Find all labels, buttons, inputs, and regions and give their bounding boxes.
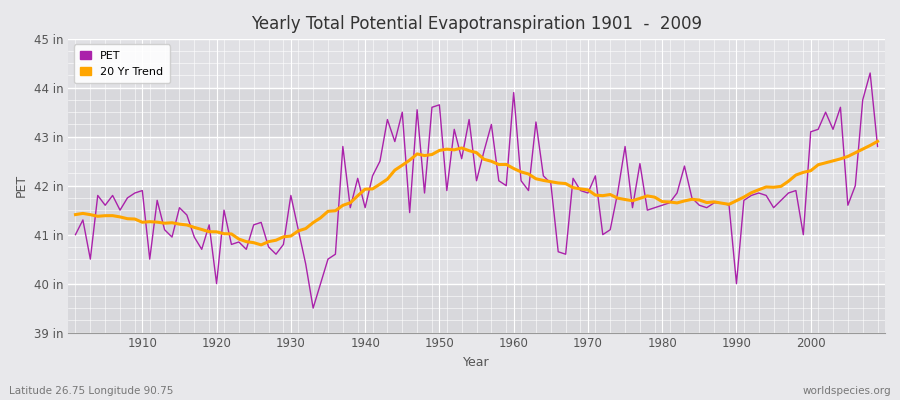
Bar xyxy=(68,235,885,284)
Bar xyxy=(68,284,885,332)
X-axis label: Year: Year xyxy=(464,356,490,369)
Legend: PET, 20 Yr Trend: PET, 20 Yr Trend xyxy=(74,44,170,83)
20 Yr Trend xyxy=(345,200,356,205)
20 Yr Trend xyxy=(516,170,526,174)
Y-axis label: PET: PET xyxy=(15,174,28,197)
Bar xyxy=(68,39,885,88)
Line: PET: PET xyxy=(76,73,878,308)
PET xyxy=(70,232,81,237)
PET xyxy=(872,144,883,149)
20 Yr Trend xyxy=(70,212,81,217)
PET xyxy=(516,178,526,183)
20 Yr Trend xyxy=(301,226,311,231)
PET xyxy=(605,227,616,232)
PET xyxy=(345,205,356,210)
20 Yr Trend xyxy=(872,139,883,144)
PET xyxy=(508,90,519,95)
PET xyxy=(292,227,303,232)
PET xyxy=(308,306,319,310)
20 Yr Trend xyxy=(130,217,140,222)
Title: Yearly Total Potential Evapotranspiration 1901  -  2009: Yearly Total Potential Evapotranspiratio… xyxy=(251,15,702,33)
Line: 20 Yr Trend: 20 Yr Trend xyxy=(76,141,878,245)
Text: worldspecies.org: worldspecies.org xyxy=(803,386,891,396)
PET xyxy=(130,190,140,195)
20 Yr Trend xyxy=(605,192,616,197)
Text: Latitude 26.75 Longitude 90.75: Latitude 26.75 Longitude 90.75 xyxy=(9,386,174,396)
Bar xyxy=(68,88,885,137)
20 Yr Trend xyxy=(508,166,519,171)
20 Yr Trend xyxy=(256,242,266,247)
PET xyxy=(865,71,876,76)
Bar xyxy=(68,137,885,186)
Bar xyxy=(68,186,885,235)
